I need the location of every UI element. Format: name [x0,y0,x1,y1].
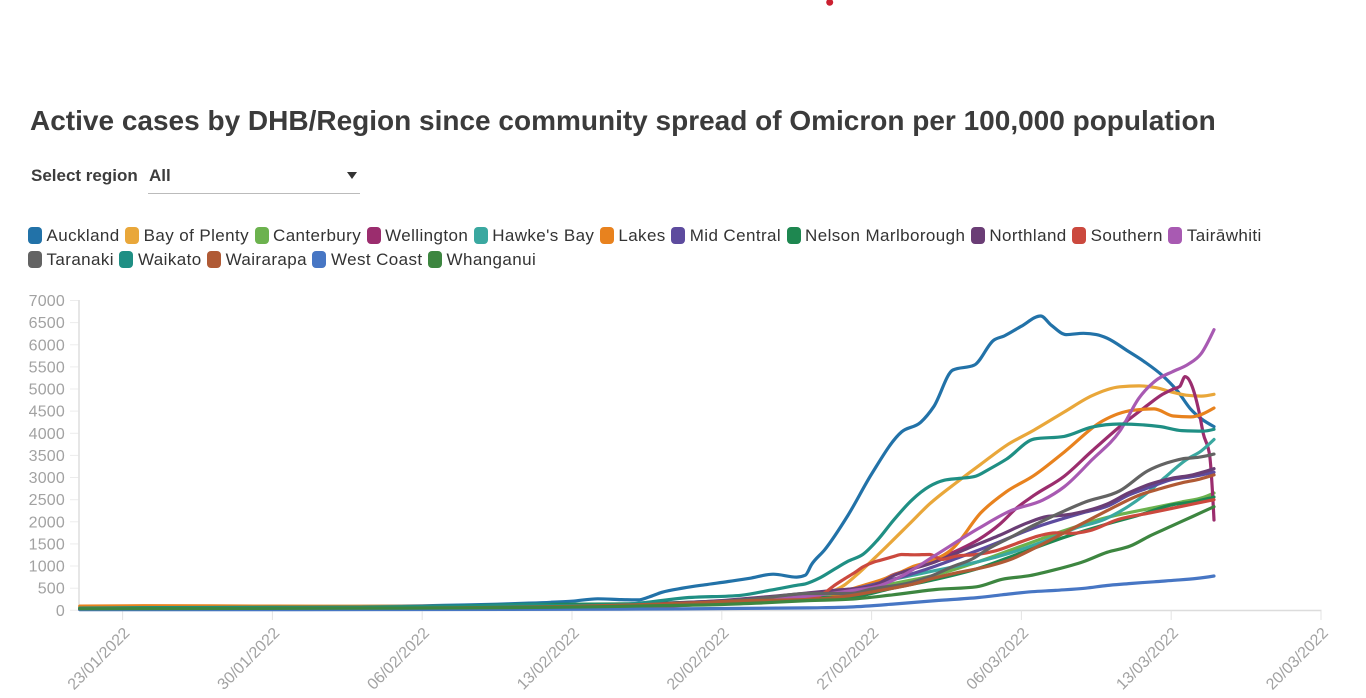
svg-text:23/01/2022: 23/01/2022 [65,625,134,694]
svg-text:3000: 3000 [29,470,65,487]
svg-text:27/02/2022: 27/02/2022 [814,625,883,694]
svg-text:6000: 6000 [29,337,65,354]
svg-text:20/02/2022: 20/02/2022 [664,625,733,694]
svg-text:5500: 5500 [29,359,65,376]
svg-text:2500: 2500 [29,492,65,509]
svg-text:6500: 6500 [29,315,65,332]
svg-text:500: 500 [38,581,65,598]
svg-text:1000: 1000 [29,559,65,576]
svg-text:13/03/2022: 13/03/2022 [1113,625,1182,694]
svg-text:2000: 2000 [29,514,65,531]
svg-text:3500: 3500 [29,448,65,465]
svg-text:06/03/2022: 06/03/2022 [964,625,1033,694]
svg-text:5000: 5000 [29,382,65,399]
svg-text:7000: 7000 [29,293,65,310]
svg-text:20/03/2022: 20/03/2022 [1263,625,1332,694]
svg-text:13/02/2022: 13/02/2022 [514,625,583,694]
svg-text:30/01/2022: 30/01/2022 [215,625,284,694]
svg-text:4000: 4000 [29,426,65,443]
svg-text:1500: 1500 [29,536,65,553]
svg-text:4500: 4500 [29,404,65,421]
svg-text:0: 0 [56,603,65,620]
svg-text:06/02/2022: 06/02/2022 [364,625,433,694]
